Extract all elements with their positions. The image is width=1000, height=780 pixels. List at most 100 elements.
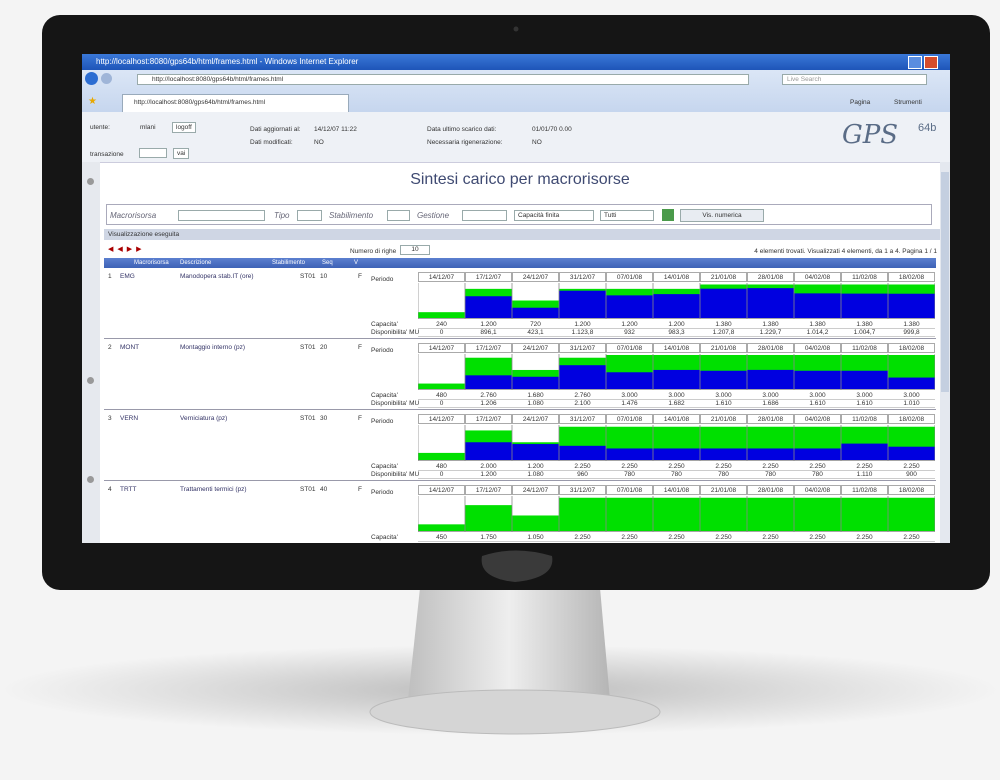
load-bar <box>418 452 465 460</box>
filter-input[interactable] <box>178 210 265 221</box>
row-index: 1 <box>108 273 112 280</box>
value-label: 480 <box>418 463 465 471</box>
series-label: Capacita' <box>371 392 398 399</box>
value-label: 1.014,2 <box>794 329 841 337</box>
numeric-button[interactable]: Vis. numerica <box>680 209 764 222</box>
logoff-button[interactable]: logoff <box>172 122 196 133</box>
value-label: 2.760 <box>559 392 606 400</box>
value-label: 1.380 <box>700 321 747 329</box>
value-label: 780 <box>653 471 700 479</box>
download: 01/01/70 0.00 <box>532 126 572 133</box>
period: 14/12/07 <box>418 343 465 353</box>
filter-label: Gestione <box>417 211 450 220</box>
load-bar <box>794 497 841 531</box>
transaction-input[interactable] <box>139 148 167 158</box>
v: F <box>358 273 362 280</box>
all-select[interactable]: Tutti <box>600 210 654 221</box>
load-bar <box>418 383 465 389</box>
close[interactable] <box>924 56 938 69</box>
filter-input[interactable] <box>387 210 410 221</box>
value-label: 2.250 <box>841 463 888 471</box>
series-label: Capacita' <box>371 321 398 328</box>
column-header: V <box>354 260 359 266</box>
excel-icon[interactable] <box>662 209 674 221</box>
period: 21/01/08 <box>700 485 747 495</box>
load-chart <box>418 496 935 532</box>
resource-code: EMG <box>120 273 135 280</box>
load-bar <box>888 377 935 389</box>
period: 14/12/07 <box>418 485 465 495</box>
filter-input[interactable] <box>297 210 322 221</box>
row-separator <box>104 480 936 481</box>
value-label: 1.380 <box>794 321 841 329</box>
series-label: Capacita' <box>371 463 398 470</box>
value-label: 3.000 <box>794 392 841 400</box>
period: 17/12/07 <box>465 414 512 424</box>
gutter-button[interactable] <box>87 178 94 185</box>
value-label: 2.250 <box>888 534 935 542</box>
updated-label: Dati aggiornati al: <box>250 126 301 133</box>
load-bar <box>512 515 559 531</box>
period-label: Periodo <box>371 276 394 283</box>
address: http://localhost:8080/gps64b/html/frames… <box>152 76 284 83</box>
value-label: 1.207,8 <box>700 329 747 337</box>
period: 31/12/07 <box>559 485 606 495</box>
column-header: Seq <box>322 260 333 266</box>
capacity-select[interactable]: Capacità finita <box>514 210 594 221</box>
period: 11/02/08 <box>841 343 888 353</box>
address-field[interactable] <box>137 74 749 85</box>
filter-select[interactable] <box>462 210 507 221</box>
value-label: 1.680 <box>512 392 559 400</box>
load-bar <box>606 372 653 389</box>
value-label: 1.610 <box>841 400 888 408</box>
window-title: http://localhost:8080/gps64b/html/frames… <box>96 57 359 66</box>
value-label: 1.200 <box>653 321 700 329</box>
description: Montaggio interno (pz) <box>180 344 246 351</box>
value-label: 2.250 <box>606 534 653 542</box>
rows-input[interactable]: 10 <box>400 245 430 255</box>
period: 28/01/08 <box>747 414 794 424</box>
period: 11/02/08 <box>841 414 888 424</box>
rows-label: Numero di righe <box>350 248 397 255</box>
menu-page[interactable]: Pagina <box>850 99 871 106</box>
maximize[interactable] <box>908 56 922 69</box>
load-bar <box>559 497 606 531</box>
period: 18/02/08 <box>888 272 935 282</box>
value-label: 2.250 <box>794 463 841 471</box>
back-button[interactable] <box>85 72 98 85</box>
gutter-button[interactable] <box>87 377 94 384</box>
v: F <box>358 344 362 351</box>
gutter-button[interactable] <box>87 476 94 483</box>
value-label: 1.050 <box>512 534 559 542</box>
forward-button[interactable] <box>101 73 112 84</box>
updated: 14/12/07 11:22 <box>314 126 357 133</box>
value-label: 1.200 <box>465 321 512 329</box>
seq: 30 <box>320 415 328 422</box>
value-label: 0 <box>418 471 465 479</box>
value-label: 2.250 <box>841 534 888 542</box>
load-bar <box>606 295 653 318</box>
scroll-thumb[interactable] <box>941 172 949 392</box>
period: 14/12/07 <box>418 414 465 424</box>
menu-tools[interactable]: Strumenti <box>894 99 922 106</box>
value-label: 780 <box>700 471 747 479</box>
favorites-icon[interactable]: ★ <box>88 96 97 107</box>
value-label: 1.123,8 <box>559 329 606 337</box>
modified-label: Dati modificati: <box>250 139 293 146</box>
user-label: utente: <box>90 124 110 131</box>
plant: ST01 <box>300 486 316 493</box>
resource-code: VERN <box>120 415 139 422</box>
value-label: 2.250 <box>700 534 747 542</box>
go-button[interactable]: vai <box>173 148 190 159</box>
pager-arrows[interactable]: ◀◀▶▶ <box>108 246 146 253</box>
series-label: Disponibilita' MU <box>371 471 420 478</box>
load-bar <box>512 444 559 460</box>
search-field[interactable] <box>782 74 927 85</box>
load-bar <box>465 505 512 531</box>
period: 14/01/08 <box>653 485 700 495</box>
value-label: 2.000 <box>465 463 512 471</box>
load-bar <box>418 524 465 531</box>
value-label: 2.250 <box>888 463 935 471</box>
load-bar <box>841 497 888 531</box>
